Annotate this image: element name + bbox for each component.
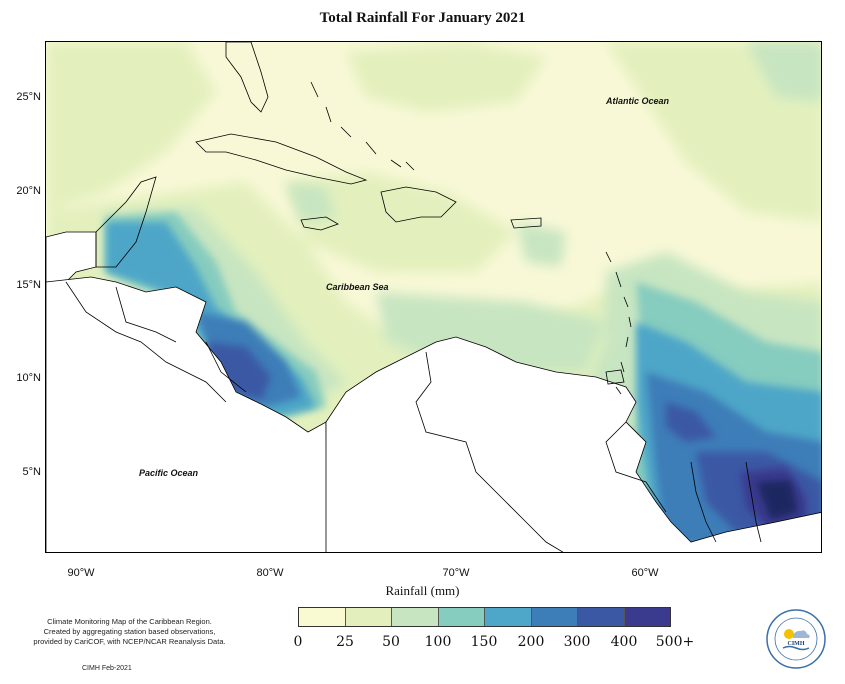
legend-label-25: 25 (336, 634, 354, 650)
pacific-ocean-label: Pacific Ocean (139, 468, 199, 478)
caribbean-sea-label: Caribbean Sea (326, 282, 389, 292)
legend-swatch-100-150 (438, 608, 485, 626)
nicaragua-border (205, 341, 247, 393)
lat-label-20n: 20°N (16, 185, 41, 197)
legend-label-500-plus: 500+ (655, 634, 695, 650)
map-panel: Atlantic Ocean Caribbean Sea Pacific Oce… (45, 41, 822, 553)
credit-line-3: provided by CariCOF, with NCEP/NCAR Rean… (33, 637, 226, 646)
lat-label-10n: 10°N (16, 372, 41, 384)
cimh-logo: CIMH (766, 609, 826, 669)
legend-swatch-0-25 (299, 608, 346, 626)
bahamas-outline (310, 81, 415, 171)
legend-label-300: 300 (563, 634, 591, 650)
jamaica-outline (300, 216, 339, 231)
atlantic-ocean-label: Atlantic Ocean (605, 96, 670, 106)
credit-text: Climate Monitoring Map of the Caribbean … (22, 617, 237, 647)
credit-date: CIMH Feb-2021 (82, 665, 132, 672)
legend-swatch-150-200 (485, 608, 532, 626)
legend-label-150: 150 (470, 634, 498, 650)
south-america-land (325, 336, 821, 552)
legend-label-200: 200 (517, 634, 545, 650)
legend-tick-labels: 0 25 50 100 150 200 300 400 500+ (278, 634, 708, 654)
colombia-venezuela-border (415, 351, 564, 552)
legend-swatch-25-50 (345, 608, 392, 626)
lon-label-80w: 80°W (256, 567, 284, 579)
lat-label-15n: 15°N (16, 279, 41, 291)
guyana-suriname-border (690, 461, 717, 543)
rainfall-map-svg: Atlantic Ocean Caribbean Sea Pacific Oce… (46, 42, 821, 552)
cuba-outline (195, 133, 368, 185)
suriname-guiana-border (745, 461, 762, 543)
lon-label-90w: 90°W (67, 567, 95, 579)
land-masses (46, 42, 821, 552)
legend-swatch-200-300 (531, 608, 578, 626)
legend-title: Rainfall (mm) (385, 583, 460, 598)
logo-text: CIMH (788, 641, 805, 647)
credit-line-1: Climate Monitoring Map of the Caribbean … (47, 617, 212, 626)
legend-swatch-50-100 (392, 608, 439, 626)
lat-label-25n: 25°N (16, 91, 41, 103)
legend-swatch-300-400 (578, 608, 625, 626)
legend-label-50: 50 (382, 634, 400, 650)
credit-line-2: Created by aggregating station based obs… (43, 627, 216, 636)
venezuela-guyana-border (605, 421, 667, 513)
puerto-rico-outline (510, 217, 542, 229)
lon-label-60w: 60°W (631, 567, 659, 579)
lesser-antilles-outline (605, 251, 632, 395)
yucatan-outline (95, 176, 157, 268)
map-title: Total Rainfall For January 2021 (319, 10, 526, 26)
central-america-borders (65, 281, 227, 403)
lon-label-70w: 70°W (442, 567, 470, 579)
legend-label-0: 0 (293, 634, 303, 650)
rainfall-legend-bar (298, 607, 671, 627)
lat-label-5n: 5°N (22, 466, 41, 478)
legend-label-400: 400 (610, 634, 638, 650)
legend-label-100: 100 (424, 634, 452, 650)
cloud-icon (793, 630, 810, 638)
sun-icon (784, 629, 794, 639)
honduras-border (115, 286, 177, 343)
trinidad-outline (605, 369, 625, 385)
legend-swatch-400-500 (624, 608, 670, 626)
florida-outline (225, 42, 269, 113)
hispaniola-outline (380, 186, 457, 223)
wave-icon (782, 645, 810, 651)
